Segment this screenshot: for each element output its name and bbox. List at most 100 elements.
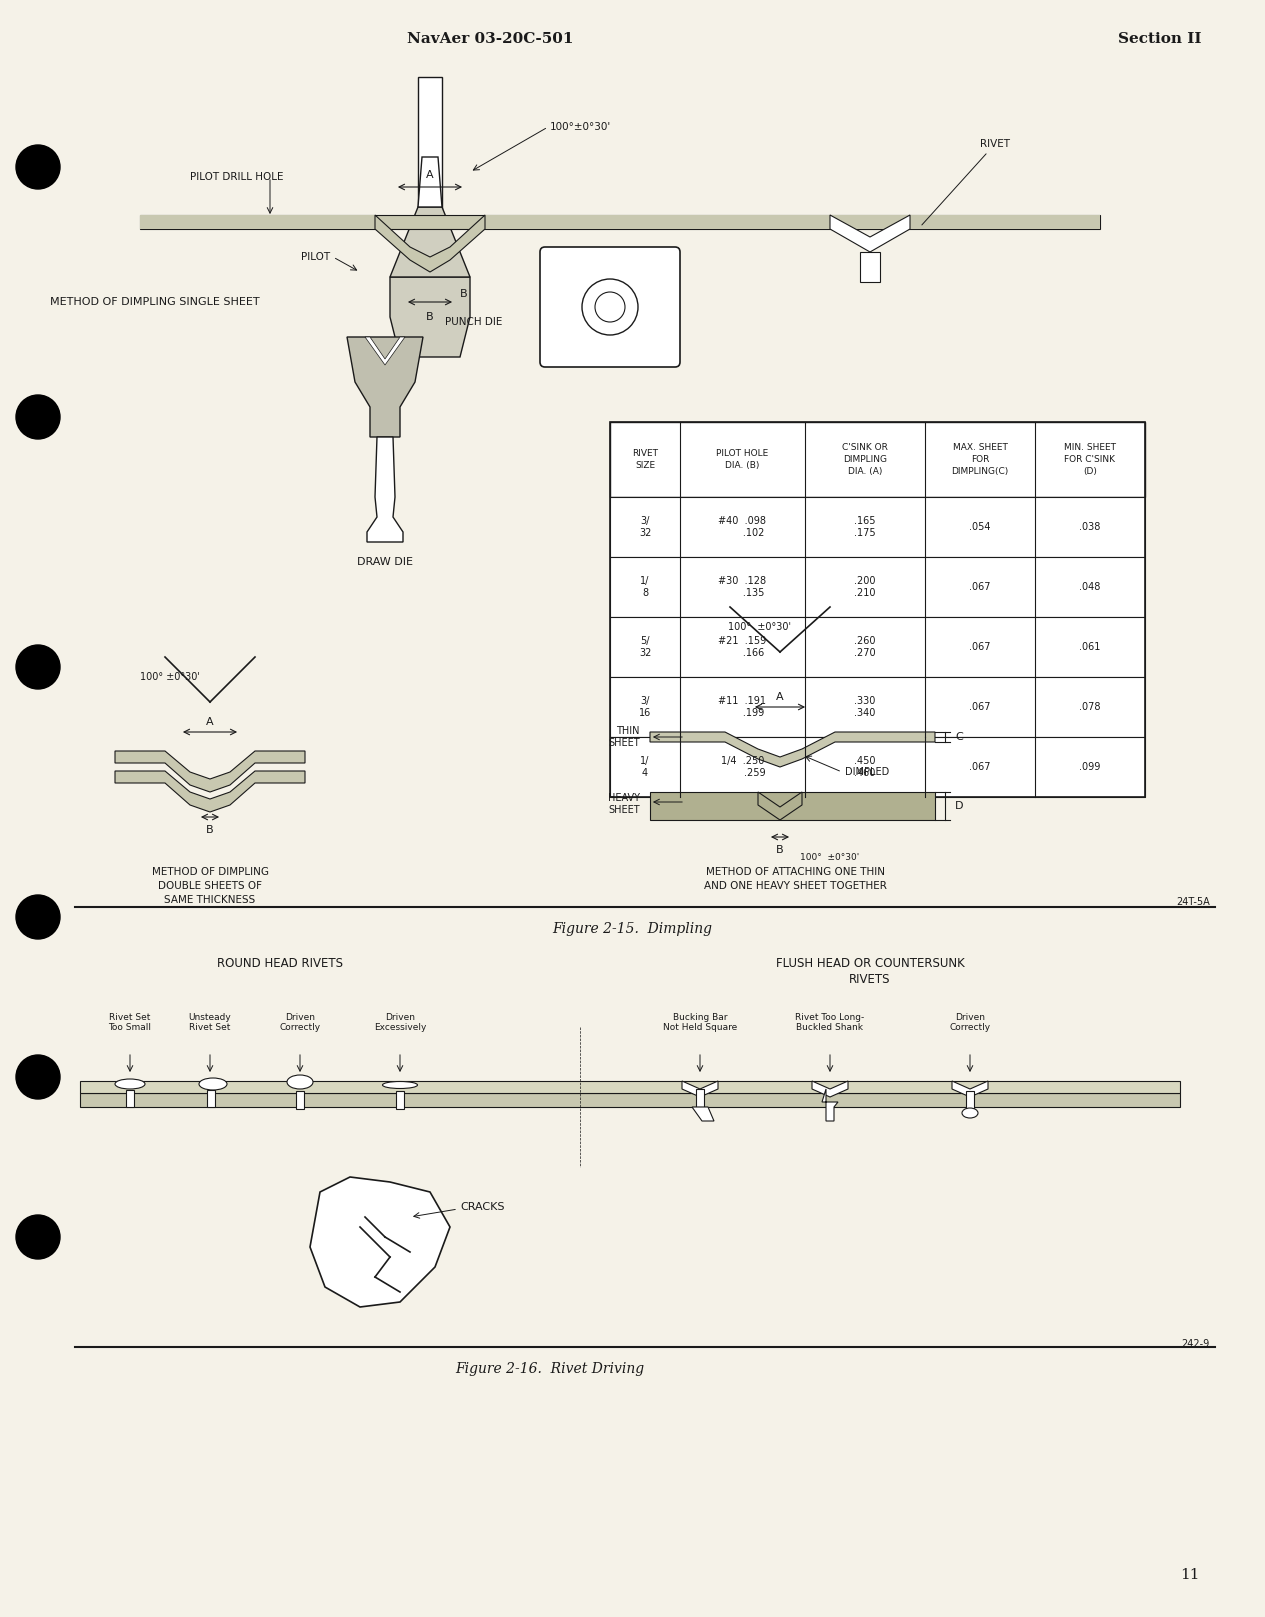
Ellipse shape bbox=[115, 1079, 145, 1088]
Text: 11: 11 bbox=[1180, 1568, 1200, 1581]
Circle shape bbox=[16, 1054, 59, 1100]
Text: 100°±0°30': 100°±0°30' bbox=[550, 121, 611, 133]
Text: #30  .128
       .135: #30 .128 .135 bbox=[719, 576, 767, 598]
Bar bbox=[610, 618, 1145, 678]
Text: B: B bbox=[777, 846, 784, 855]
Text: 3/
16: 3/ 16 bbox=[639, 695, 651, 718]
Circle shape bbox=[16, 395, 59, 438]
Text: B: B bbox=[460, 289, 468, 299]
Circle shape bbox=[582, 280, 638, 335]
Text: A: A bbox=[206, 716, 214, 728]
Polygon shape bbox=[682, 1082, 719, 1096]
Text: CRACKS: CRACKS bbox=[460, 1201, 505, 1213]
Bar bbox=[140, 215, 374, 230]
Text: METHOD OF ATTACHING ONE THIN
AND ONE HEAVY SHEET TOGETHER: METHOD OF ATTACHING ONE THIN AND ONE HEA… bbox=[703, 867, 887, 891]
Text: FLUSH HEAD OR COUNTERSUNK
RIVETS: FLUSH HEAD OR COUNTERSUNK RIVETS bbox=[775, 957, 964, 986]
Text: C: C bbox=[955, 733, 963, 742]
Text: .450
.460: .450 .460 bbox=[854, 755, 875, 778]
Text: .165
.175: .165 .175 bbox=[854, 516, 875, 538]
Text: Bucking Bar
Not Held Square: Bucking Bar Not Held Square bbox=[663, 1012, 737, 1032]
Text: .099: .099 bbox=[1079, 762, 1101, 771]
Text: .067: .067 bbox=[969, 642, 990, 652]
Polygon shape bbox=[374, 215, 484, 272]
Bar bbox=[610, 678, 1145, 737]
Polygon shape bbox=[367, 437, 404, 542]
Polygon shape bbox=[115, 750, 305, 792]
Text: B: B bbox=[426, 312, 434, 322]
Text: .054: .054 bbox=[969, 522, 990, 532]
Text: .078: .078 bbox=[1079, 702, 1101, 711]
Text: .067: .067 bbox=[969, 582, 990, 592]
Polygon shape bbox=[812, 1082, 848, 1096]
FancyBboxPatch shape bbox=[417, 78, 441, 277]
Bar bbox=[296, 1091, 304, 1109]
Text: #21  .159
       .166: #21 .159 .166 bbox=[719, 635, 767, 658]
Text: A: A bbox=[426, 170, 434, 179]
Bar bbox=[696, 1088, 705, 1108]
Circle shape bbox=[16, 146, 59, 189]
Text: Figure 2-15.  Dimpling: Figure 2-15. Dimpling bbox=[552, 922, 712, 936]
Bar bbox=[610, 737, 1145, 797]
Bar bbox=[966, 1091, 974, 1109]
Polygon shape bbox=[347, 336, 423, 437]
Text: HEAVY
SHEET: HEAVY SHEET bbox=[608, 794, 640, 815]
Text: 24T-5A: 24T-5A bbox=[1176, 897, 1211, 907]
Text: MIN. SHEET
FOR C'SINK
(D): MIN. SHEET FOR C'SINK (D) bbox=[1064, 443, 1116, 475]
Bar bbox=[610, 422, 1145, 496]
Bar bbox=[610, 496, 1145, 556]
Polygon shape bbox=[758, 792, 802, 820]
Text: PILOT: PILOT bbox=[301, 252, 330, 262]
Text: PILOT HOLE
DIA. (B): PILOT HOLE DIA. (B) bbox=[716, 450, 769, 471]
Text: THIN
SHEET: THIN SHEET bbox=[608, 726, 640, 747]
Text: Rivet Too Long-
Buckled Shank: Rivet Too Long- Buckled Shank bbox=[796, 1012, 864, 1032]
Polygon shape bbox=[650, 733, 935, 766]
Ellipse shape bbox=[199, 1079, 226, 1090]
Polygon shape bbox=[310, 1177, 450, 1307]
Text: PUNCH DIE: PUNCH DIE bbox=[445, 317, 502, 327]
Text: 1/
8: 1/ 8 bbox=[640, 576, 650, 598]
Text: .260
.270: .260 .270 bbox=[854, 635, 875, 658]
Text: D: D bbox=[955, 800, 964, 812]
Circle shape bbox=[16, 1214, 59, 1260]
Text: .061: .061 bbox=[1079, 642, 1101, 652]
Circle shape bbox=[595, 293, 625, 322]
Polygon shape bbox=[417, 157, 441, 207]
FancyBboxPatch shape bbox=[540, 247, 681, 367]
Polygon shape bbox=[366, 336, 405, 365]
Text: .330
.340: .330 .340 bbox=[854, 695, 875, 718]
Text: .067: .067 bbox=[969, 762, 990, 771]
Text: 3/
32: 3/ 32 bbox=[639, 516, 651, 538]
Text: .067: .067 bbox=[969, 702, 990, 711]
Text: 100°  ±0°30': 100° ±0°30' bbox=[729, 623, 792, 632]
Text: Driven
Excessively: Driven Excessively bbox=[374, 1012, 426, 1032]
Text: DIMPLED: DIMPLED bbox=[845, 766, 889, 778]
Text: B: B bbox=[206, 825, 214, 834]
Bar bbox=[610, 556, 1145, 618]
Polygon shape bbox=[390, 207, 471, 277]
Bar bbox=[80, 1093, 1180, 1108]
Text: 242-9: 242-9 bbox=[1182, 1339, 1211, 1349]
Polygon shape bbox=[830, 215, 910, 252]
Text: .038: .038 bbox=[1079, 522, 1101, 532]
Text: 100°  ±0°30': 100° ±0°30' bbox=[801, 852, 860, 862]
Polygon shape bbox=[953, 1082, 988, 1096]
Text: PILOT DRILL HOLE: PILOT DRILL HOLE bbox=[190, 171, 283, 183]
Polygon shape bbox=[390, 277, 471, 357]
Text: Section II: Section II bbox=[1118, 32, 1202, 45]
Text: NavAer 03-20C-501: NavAer 03-20C-501 bbox=[407, 32, 573, 45]
Bar bbox=[484, 215, 1101, 230]
Bar bbox=[396, 1091, 404, 1109]
Polygon shape bbox=[650, 792, 935, 820]
Polygon shape bbox=[822, 1088, 837, 1121]
Text: Unsteady
Rivet Set: Unsteady Rivet Set bbox=[188, 1012, 231, 1032]
Text: RIVET: RIVET bbox=[922, 139, 1009, 225]
Text: Rivet Set
Too Small: Rivet Set Too Small bbox=[109, 1012, 152, 1032]
Polygon shape bbox=[692, 1108, 713, 1121]
Text: Driven
Correctly: Driven Correctly bbox=[950, 1012, 990, 1032]
Text: 5/
32: 5/ 32 bbox=[639, 635, 651, 658]
Ellipse shape bbox=[287, 1075, 312, 1088]
Bar bbox=[80, 1082, 1180, 1093]
Bar bbox=[860, 252, 880, 281]
Text: .048: .048 bbox=[1079, 582, 1101, 592]
Text: 1/4  .250
        .259: 1/4 .250 .259 bbox=[720, 755, 765, 778]
